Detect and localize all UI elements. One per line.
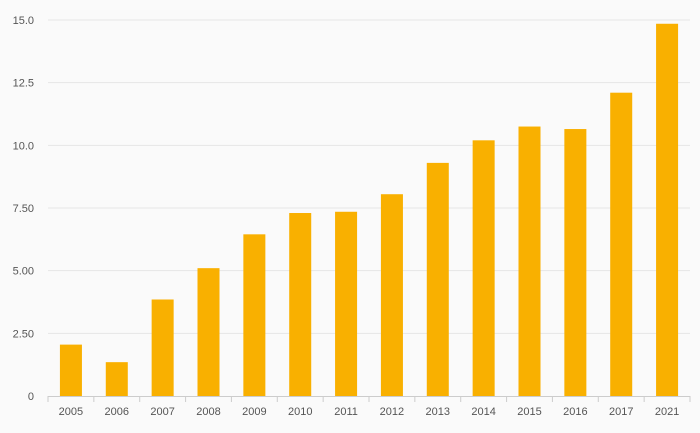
x-tick-label: 2013 bbox=[426, 406, 450, 418]
x-tick-label: 2014 bbox=[471, 406, 495, 418]
y-tick-label: 5.00 bbox=[13, 266, 34, 278]
x-tick-label: 2009 bbox=[242, 406, 266, 418]
x-tick-label: 2021 bbox=[655, 406, 679, 418]
y-tick-labels: 0 2.50 5.00 7.50 10.0 12.5 15.0 bbox=[13, 15, 34, 403]
bar bbox=[564, 129, 587, 397]
x-tick-label: 2010 bbox=[288, 406, 312, 418]
bar bbox=[105, 362, 128, 396]
bar bbox=[335, 211, 358, 396]
y-tick-label: 15.0 bbox=[13, 15, 34, 27]
y-tick-label: 7.50 bbox=[13, 203, 34, 215]
bar bbox=[518, 126, 541, 397]
x-tick-label: 2012 bbox=[380, 406, 404, 418]
x-tick-label: 2016 bbox=[563, 406, 587, 418]
bar bbox=[197, 268, 220, 396]
axes bbox=[47, 396, 691, 402]
bar bbox=[380, 194, 403, 396]
y-tick-label: 10.0 bbox=[13, 140, 34, 152]
x-tick-label: 2017 bbox=[609, 406, 633, 418]
bar bbox=[656, 23, 679, 396]
bar bbox=[243, 234, 266, 396]
x-tick-label: 2006 bbox=[105, 406, 129, 418]
bar bbox=[472, 140, 495, 396]
x-tick-label: 2005 bbox=[59, 406, 83, 418]
bars bbox=[59, 23, 679, 397]
x-tick-label: 2011 bbox=[334, 406, 358, 418]
x-tick-labels: 2005 2006 2007 2008 2009 2010 2011 2012 2013 2014… bbox=[59, 406, 680, 418]
x-tick-label: 2008 bbox=[196, 406, 220, 418]
bar bbox=[151, 299, 174, 396]
bar bbox=[610, 92, 633, 397]
y-tick-label: 2.50 bbox=[13, 328, 34, 340]
gridlines bbox=[48, 19, 690, 334]
bar bbox=[426, 162, 449, 396]
x-tick-label: 2015 bbox=[517, 406, 541, 418]
bar bbox=[289, 213, 312, 396]
y-tick-label: 12.5 bbox=[13, 78, 34, 90]
bar bbox=[59, 344, 82, 396]
y-tick-label: 0 bbox=[28, 391, 34, 403]
x-tick-label: 2007 bbox=[150, 406, 174, 418]
